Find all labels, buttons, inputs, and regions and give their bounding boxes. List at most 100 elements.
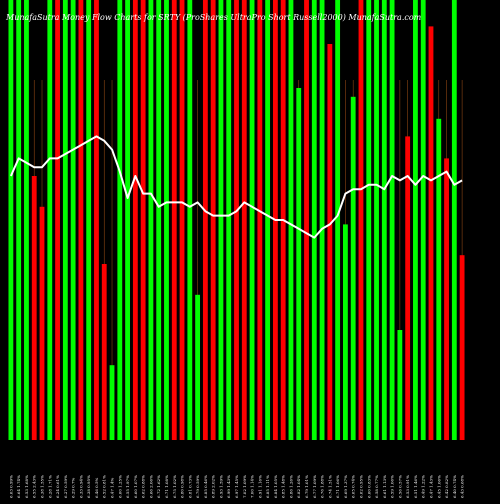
money-flow-bar: [389, 0, 395, 440]
money-flow-bar: [358, 0, 364, 440]
money-flow-bar: [335, 0, 341, 440]
money-flow-bar: [117, 0, 123, 440]
money-flow-bar: [459, 255, 465, 440]
x-tick-label: 6.97 1.45%: [234, 475, 239, 498]
money-flow-bar: [86, 0, 92, 440]
money-flow-bar: [444, 158, 449, 440]
money-flow-bar: [70, 0, 76, 440]
x-tick-label: 6.62 0.88%: [141, 475, 146, 498]
money-flow-bar: [296, 88, 302, 440]
x-tick-label: 6.85 0.46%: [203, 475, 208, 498]
money-flow-bar: [257, 0, 263, 440]
x-tick-label: 6.53 1.68%: [24, 475, 29, 498]
chart-title: MunafaSutra Money Flow Charts for SRTY (…: [5, 13, 422, 22]
x-tick-label: 6.65 0.74%: [351, 475, 356, 498]
money-flow-bar: [125, 0, 130, 440]
price-line: [9, 135, 463, 239]
money-flow-bar: [319, 0, 325, 440]
money-flow-bar: [428, 26, 434, 441]
money-flow-bar: [109, 365, 115, 440]
money-flow-bar: [288, 0, 294, 440]
x-tick-label: 6.56 0.57%: [397, 475, 402, 498]
x-tick-label: 6.82 1.04%: [296, 475, 301, 498]
x-tick-label: 6.79 1.01%: [304, 475, 309, 498]
money-flow-bar: [226, 0, 232, 440]
money-flow-bar: [62, 0, 68, 440]
money-flow-bar: [366, 0, 372, 440]
x-tick-label: 6.60 0.83%: [366, 475, 371, 498]
x-tick-label: 6.40 0.74%: [452, 475, 457, 498]
x-tick-label: 7.02 1.09%: [242, 475, 247, 498]
money-flow-bar: [218, 0, 224, 440]
x-tick-label: 6.91 1.16%: [257, 475, 262, 498]
x-tick-label: 6.29 0.7%: [71, 477, 76, 498]
x-tick-label: 6.64 1.74%: [16, 475, 21, 498]
x-tick-label: 6.84 1.05%: [273, 475, 278, 498]
money-flow-bar: [156, 0, 162, 440]
x-tick-label: 6.58 0.77%: [374, 475, 379, 498]
x-tick-label: 6.74 1.51%: [327, 475, 332, 498]
x-tick-label: 6.47 1.43%: [428, 475, 433, 498]
money-flow-bar: [55, 0, 60, 440]
x-tick-label: 6.46 0.5%: [94, 477, 99, 498]
x-tick-label: 6.66 2.06%: [148, 475, 153, 498]
money-flow-bar: [24, 0, 29, 440]
money-flow-bar: [374, 0, 379, 440]
x-tick-label: 6.89 2.02%: [211, 475, 216, 498]
x-tick-label: 6.61 1.13%: [382, 475, 387, 498]
money-flow-bar: [171, 0, 177, 440]
x-tick-label: 6.55 2.43%: [32, 475, 37, 498]
x-tick-label: 6.79 0.59%: [195, 475, 200, 498]
x-tick-label: 6.45 1.06%: [436, 475, 441, 498]
x-tick-label: 6.28 1.71%: [47, 475, 52, 498]
x-tick-label: 6.99 1.43%: [226, 475, 231, 498]
x-tick-label: 6.63 0.99%: [8, 475, 13, 498]
x-tick-label: 6.60 1.25%: [117, 475, 122, 498]
money-flow-bar: [164, 0, 169, 440]
money-flow-bar: [405, 136, 411, 440]
money-flow-bar: [47, 0, 53, 440]
money-flow-bar: [413, 0, 418, 440]
x-tick-label: 6.27 0.59%: [63, 475, 68, 498]
x-tick-label: 6.76 1.88%: [320, 475, 325, 498]
x-tick-label: 6.53 0.91%: [405, 475, 410, 498]
x-tick-label: 6.71 1.08%: [164, 475, 169, 498]
money-flow-bar: [78, 0, 84, 440]
x-tick-label: 6.62 0.95%: [358, 475, 363, 498]
money-flow-bar: [8, 0, 14, 440]
x-tick-label: 6.69 1.37%: [343, 475, 348, 498]
money-flow-bar: [148, 0, 154, 440]
money-flow-bar: [381, 0, 387, 440]
x-tick-label: 6.42 0.82%: [444, 475, 449, 498]
x-tick-label: 6.93 1.59%: [218, 475, 223, 498]
x-tick-label: 6.52 0.81%: [102, 475, 107, 498]
x-tick-label: 6.81 0.73%: [187, 475, 192, 498]
x-tick-label: 6.43 0.68%: [460, 475, 465, 498]
money-flow-bar: [101, 264, 107, 440]
money-flow-bar: [94, 0, 99, 440]
x-tick-label: 6.33 0.94%: [78, 475, 83, 498]
money-flow-bar: [327, 44, 333, 440]
money-flow-bar: [39, 206, 45, 440]
x-tick-label: 6.49 1.22%: [421, 475, 426, 498]
money-flow-bar: [16, 0, 22, 440]
money-flow-bar: [304, 0, 309, 440]
money-flow-bar: [187, 0, 193, 440]
money-flow-bar: [311, 0, 317, 440]
x-tick-label: 6.72 1.62%: [156, 475, 161, 498]
x-tick-label: 6.86 1.26%: [288, 475, 293, 498]
x-tick-label: 6.51 1.46%: [413, 475, 418, 498]
money-flow-bar: [420, 0, 426, 440]
x-tick-label: 6.60 1.07%: [133, 475, 138, 498]
x-tick-label: 6.80 0.98%: [180, 475, 185, 498]
x-tick-label: 7.00 1.14%: [250, 475, 255, 498]
money-flow-bar: [265, 0, 271, 440]
money-flow-bar: [241, 0, 247, 440]
money-flow-bar: [195, 294, 201, 440]
money-flow-bar: [350, 96, 356, 441]
x-tick-label: 6.59 1.06%: [390, 475, 395, 498]
money-flow-bar: [249, 0, 255, 440]
x-tick-label: 6.77 1.09%: [312, 475, 317, 498]
money-flow-bar: [132, 0, 138, 440]
